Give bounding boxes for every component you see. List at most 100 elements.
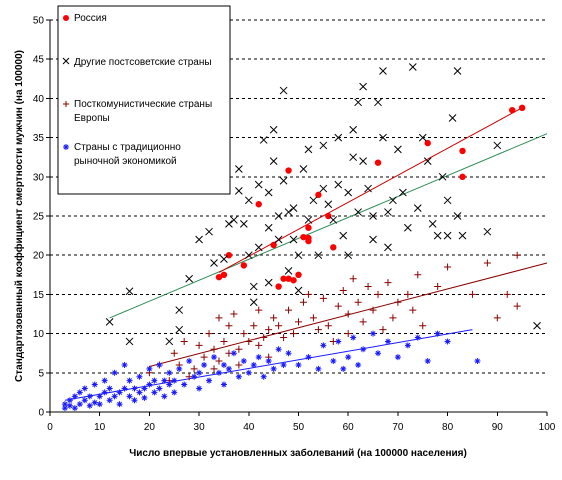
data-point xyxy=(434,330,441,337)
data-point xyxy=(433,231,442,240)
y-axis-label: Стандартизованный коэффициент смертности… xyxy=(13,50,25,382)
data-point xyxy=(334,180,343,189)
y-tick-label: 50 xyxy=(33,16,45,27)
data-point xyxy=(275,346,282,353)
data-point xyxy=(156,385,163,392)
x-tick-label: 30 xyxy=(194,422,206,433)
data-point xyxy=(354,98,362,107)
data-point xyxy=(91,381,98,388)
data-point xyxy=(305,354,312,361)
data-point xyxy=(389,196,397,205)
data-point xyxy=(299,298,307,306)
data-point xyxy=(364,283,372,291)
data-point xyxy=(175,306,184,314)
y-tick-label: 45 xyxy=(33,55,45,66)
data-point xyxy=(513,251,521,259)
data-point xyxy=(190,365,198,373)
data-point xyxy=(126,377,133,384)
data-point xyxy=(418,133,427,142)
data-point xyxy=(369,235,377,244)
data-point xyxy=(403,223,412,232)
data-point xyxy=(201,361,208,368)
data-point xyxy=(319,184,328,193)
data-point xyxy=(493,141,502,150)
data-point xyxy=(294,251,303,260)
data-point xyxy=(66,402,73,409)
data-point xyxy=(195,235,203,244)
legend-marker-post-communist xyxy=(63,101,69,107)
y-tick-label: 40 xyxy=(33,94,45,105)
data-point xyxy=(270,314,278,322)
data-point xyxy=(290,330,298,338)
data-point xyxy=(513,302,521,310)
data-point xyxy=(151,377,158,384)
data-point xyxy=(121,361,128,368)
data-point xyxy=(374,290,382,298)
x-tick-label: 90 xyxy=(492,422,504,433)
data-point xyxy=(106,397,113,404)
data-point xyxy=(280,361,287,368)
x-tick-label: 10 xyxy=(94,422,106,433)
data-point xyxy=(176,365,183,372)
data-point xyxy=(116,389,123,396)
data-point xyxy=(260,334,268,342)
data-point xyxy=(444,263,452,271)
data-point xyxy=(354,208,362,216)
data-point xyxy=(453,67,462,75)
data-point xyxy=(369,306,377,314)
data-point xyxy=(235,373,242,380)
data-point xyxy=(71,405,78,412)
data-point xyxy=(91,399,98,406)
data-point xyxy=(205,227,213,236)
data-point xyxy=(324,200,333,209)
data-point xyxy=(111,369,118,376)
x-tick-label: 80 xyxy=(442,422,454,433)
data-point xyxy=(330,358,337,365)
legend: Россия Другие постсоветские страны Постк… xyxy=(57,5,231,195)
data-point xyxy=(404,290,412,298)
data-point xyxy=(424,358,431,365)
data-point xyxy=(210,365,218,373)
data-point xyxy=(196,369,203,376)
data-point xyxy=(240,330,248,338)
data-points xyxy=(61,63,541,412)
data-point xyxy=(170,349,178,357)
data-point xyxy=(468,290,476,298)
data-point xyxy=(344,188,353,197)
data-point xyxy=(285,167,292,174)
x-tick-label: 70 xyxy=(392,422,404,433)
data-point xyxy=(250,322,258,330)
data-point xyxy=(344,310,352,318)
data-point xyxy=(384,338,391,345)
data-point xyxy=(141,394,148,401)
data-point xyxy=(300,233,307,241)
data-point xyxy=(443,196,452,205)
data-point xyxy=(230,216,238,224)
data-point xyxy=(215,357,223,365)
data-point xyxy=(195,341,203,349)
data-point xyxy=(141,385,148,392)
data-point xyxy=(275,322,283,330)
data-point xyxy=(374,98,382,107)
data-point xyxy=(255,306,263,314)
data-point xyxy=(424,139,431,147)
data-point xyxy=(319,141,328,150)
data-point xyxy=(389,314,397,322)
x-tick-label: 0 xyxy=(47,422,53,433)
data-point xyxy=(408,63,417,71)
data-point xyxy=(274,235,283,244)
data-point xyxy=(290,277,297,284)
x-tick-label: 20 xyxy=(144,422,156,433)
data-point xyxy=(518,104,526,112)
data-point xyxy=(61,405,68,412)
data-point xyxy=(360,346,367,353)
data-point xyxy=(280,334,288,342)
data-point xyxy=(349,125,358,134)
data-point xyxy=(220,271,228,278)
y-tick-label: 0 xyxy=(38,408,44,419)
trendline xyxy=(109,133,548,319)
data-point xyxy=(105,317,114,326)
data-point xyxy=(335,338,342,345)
y-tick-label: 35 xyxy=(33,133,45,144)
data-point xyxy=(314,326,322,334)
